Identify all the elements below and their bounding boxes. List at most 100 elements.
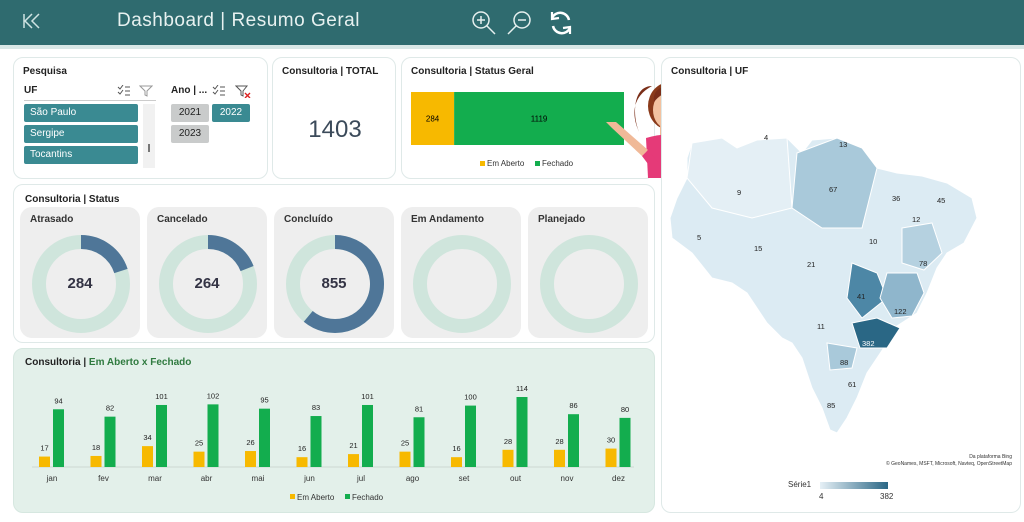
total-title: Consultoria | TOTAL	[282, 66, 379, 77]
bar-label-em-aberto: 25	[401, 439, 409, 448]
monthly-title: Consultoria | Em Aberto x Fechado	[25, 357, 191, 368]
bar-label-em-aberto: 30	[607, 436, 615, 445]
scrollbar-thumb[interactable]	[148, 144, 150, 152]
bar-fechado	[362, 404, 373, 467]
legend-swatch	[345, 494, 350, 499]
bar-fechado	[454, 92, 624, 145]
gauge-value: 855	[321, 275, 347, 292]
ano-item-2021[interactable]: 2021	[171, 104, 209, 122]
bar-fechado	[619, 417, 631, 467]
status-gauge: Concluído 855	[274, 207, 394, 338]
uf-item-sergipe[interactable]: Sergipe	[24, 125, 138, 143]
map-region-label: 41	[857, 292, 866, 301]
zoom-out-icon[interactable]	[505, 9, 533, 37]
legend-label: Em Aberto	[297, 493, 335, 502]
clear-filter-icon[interactable]	[139, 85, 153, 97]
x-tick-label: ago	[406, 474, 420, 483]
bar-em-aberto	[605, 448, 617, 467]
bar-label-em-aberto: 284	[426, 115, 440, 124]
uf-slicer-scrollbar[interactable]	[143, 104, 155, 168]
bar-em-aberto	[348, 454, 359, 467]
bar-em-aberto	[142, 446, 153, 467]
legend-swatch	[290, 494, 295, 499]
x-tick-label: nov	[561, 474, 574, 483]
monthly-title-prefix: Consultoria |	[25, 357, 87, 368]
x-tick-label: mar	[148, 474, 162, 483]
bar-label-em-aberto: 21	[349, 441, 357, 450]
map-attribution: © GeoNames, MSFT, Microsoft, Navteq, Ope…	[886, 461, 1012, 467]
status-gauge: Cancelado 264	[147, 207, 267, 338]
total-card: Consultoria | TOTAL 1403	[272, 57, 396, 179]
donut-segment	[207, 235, 254, 272]
bar-fechado	[465, 405, 476, 467]
gauge-label: Concluído	[284, 214, 333, 225]
uf-item-sao-paulo[interactable]: São Paulo	[24, 104, 138, 122]
double-chevron-left-icon[interactable]	[22, 12, 44, 35]
map-region-label: 9	[737, 188, 742, 197]
bar-label-em-aberto: 16	[452, 444, 460, 453]
map-region-label: 11	[817, 322, 825, 331]
bar-em-aberto	[90, 455, 102, 467]
map-legend-max: 382	[880, 492, 894, 501]
bar-label-fechado: 86	[569, 401, 577, 410]
x-tick-label: abr	[201, 474, 213, 483]
bar-em-aberto	[399, 451, 411, 467]
ano-item-2022[interactable]: 2022	[212, 104, 250, 122]
legend-label: Fechado	[352, 493, 384, 502]
top-bar	[0, 0, 1024, 45]
clear-filter-icon[interactable]	[235, 85, 251, 98]
zoom-in-icon[interactable]	[470, 9, 498, 37]
donut-chart	[286, 235, 384, 333]
x-tick-label: out	[510, 474, 522, 483]
bar-fechado	[310, 416, 322, 467]
multi-select-icon[interactable]	[212, 85, 226, 97]
bar-label-em-aberto: 26	[246, 438, 254, 447]
bar-em-aberto	[451, 457, 462, 467]
bar-em-aberto	[411, 92, 455, 145]
bar-label-fechado: 1119	[531, 115, 548, 124]
bar-label-fechado: 81	[415, 404, 423, 413]
donut-chart	[413, 235, 511, 333]
x-tick-label: jul	[356, 474, 365, 483]
map-source: Da plataforma Bing	[969, 454, 1012, 460]
brazil-map	[669, 137, 978, 434]
bar-label-fechado: 114	[516, 384, 528, 393]
uf-item-tocantins[interactable]: Tocantins	[24, 146, 138, 164]
multi-select-icon[interactable]	[117, 85, 131, 97]
refresh-icon[interactable]	[547, 9, 575, 37]
bar-label-fechado: 101	[361, 392, 374, 401]
bar-em-aberto	[245, 451, 256, 467]
x-tick-label: set	[459, 474, 470, 483]
donut-chart	[32, 235, 130, 333]
map-region-label: 36	[892, 194, 901, 203]
status-gauge: Atrasado 284	[20, 207, 140, 338]
bar-em-aberto	[296, 457, 308, 467]
monthly-card: Consultoria | Em Aberto x Fechado 17 94 ja…	[13, 348, 655, 513]
map-region-label: 61	[848, 380, 857, 389]
donut-track	[540, 235, 638, 333]
x-tick-label: fev	[98, 474, 109, 483]
gauge-label: Atrasado	[30, 214, 74, 225]
map-region-label: 122	[894, 307, 907, 316]
bar-em-aberto	[502, 449, 514, 467]
bar-em-aberto	[39, 456, 50, 467]
bar-fechado	[156, 404, 167, 467]
bar-label-em-aberto: 28	[504, 437, 512, 446]
ano-item-2023[interactable]: 2023	[171, 125, 209, 143]
bar-fechado	[104, 416, 116, 467]
map-region-label: 13	[839, 140, 848, 149]
map-region-label: 88	[840, 358, 849, 367]
donut-segment	[303, 235, 384, 333]
bar-label-fechado: 82	[106, 404, 114, 413]
bar-label-em-aberto: 17	[40, 444, 48, 453]
status-title: Consultoria | Status	[25, 194, 120, 205]
gauge-label: Planejado	[538, 214, 586, 225]
bar-fechado	[207, 404, 219, 467]
donut-track	[413, 235, 511, 333]
map-region-label: 4	[764, 133, 769, 142]
donut-segment	[80, 235, 128, 274]
gauge-label: Cancelado	[157, 214, 208, 225]
x-tick-label: mai	[252, 474, 265, 483]
map-region-label: 5	[697, 233, 702, 242]
bar-label-fechado: 100	[464, 393, 477, 402]
